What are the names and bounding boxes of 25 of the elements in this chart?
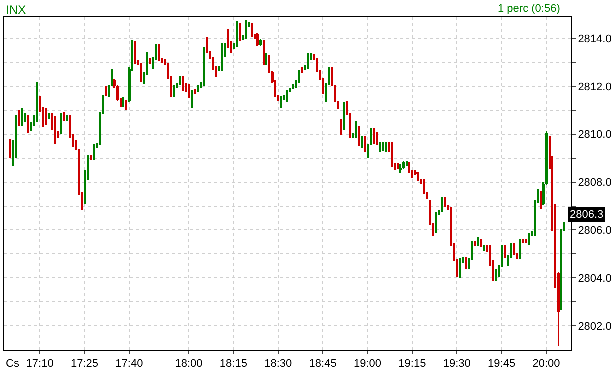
- text: Cs: [6, 358, 20, 370]
- x-tick-label: 19:30: [443, 358, 471, 370]
- candlestick: [21, 108, 23, 126]
- annotation: 2806.3: [570, 209, 604, 221]
- x-tick-label: 17:40: [116, 358, 144, 370]
- x-tick-label: 18:15: [220, 358, 248, 370]
- y-tick-label: 2802.0: [578, 320, 612, 333]
- x-tick-label: 20:00: [532, 358, 560, 370]
- candlestick: [376, 132, 378, 145]
- x-tick-label: 19:45: [488, 358, 516, 370]
- x-tick-label: 17:10: [26, 358, 54, 370]
- y-tick-label: 2812.0: [578, 81, 612, 94]
- x-tick-label: 18:00: [175, 358, 203, 370]
- y-tick-label: 2804.0: [578, 272, 612, 285]
- y-tick-label: 2806.0: [578, 225, 612, 238]
- chart-title: INX: [6, 3, 26, 18]
- y-tick-label: 2814.0: [578, 33, 612, 46]
- x-tick-label: 18:45: [309, 358, 337, 370]
- x-tick-label: 19:00: [354, 358, 382, 370]
- y-tick-label: 2810.0: [578, 129, 612, 142]
- text: 1 perc (0:56): [498, 3, 560, 15]
- x-tick-label: 17:25: [70, 358, 99, 370]
- x-tick-label: 18:30: [264, 358, 292, 370]
- x-tick-label: 19:15: [398, 358, 426, 370]
- y-tick-label: 2808.0: [578, 177, 612, 190]
